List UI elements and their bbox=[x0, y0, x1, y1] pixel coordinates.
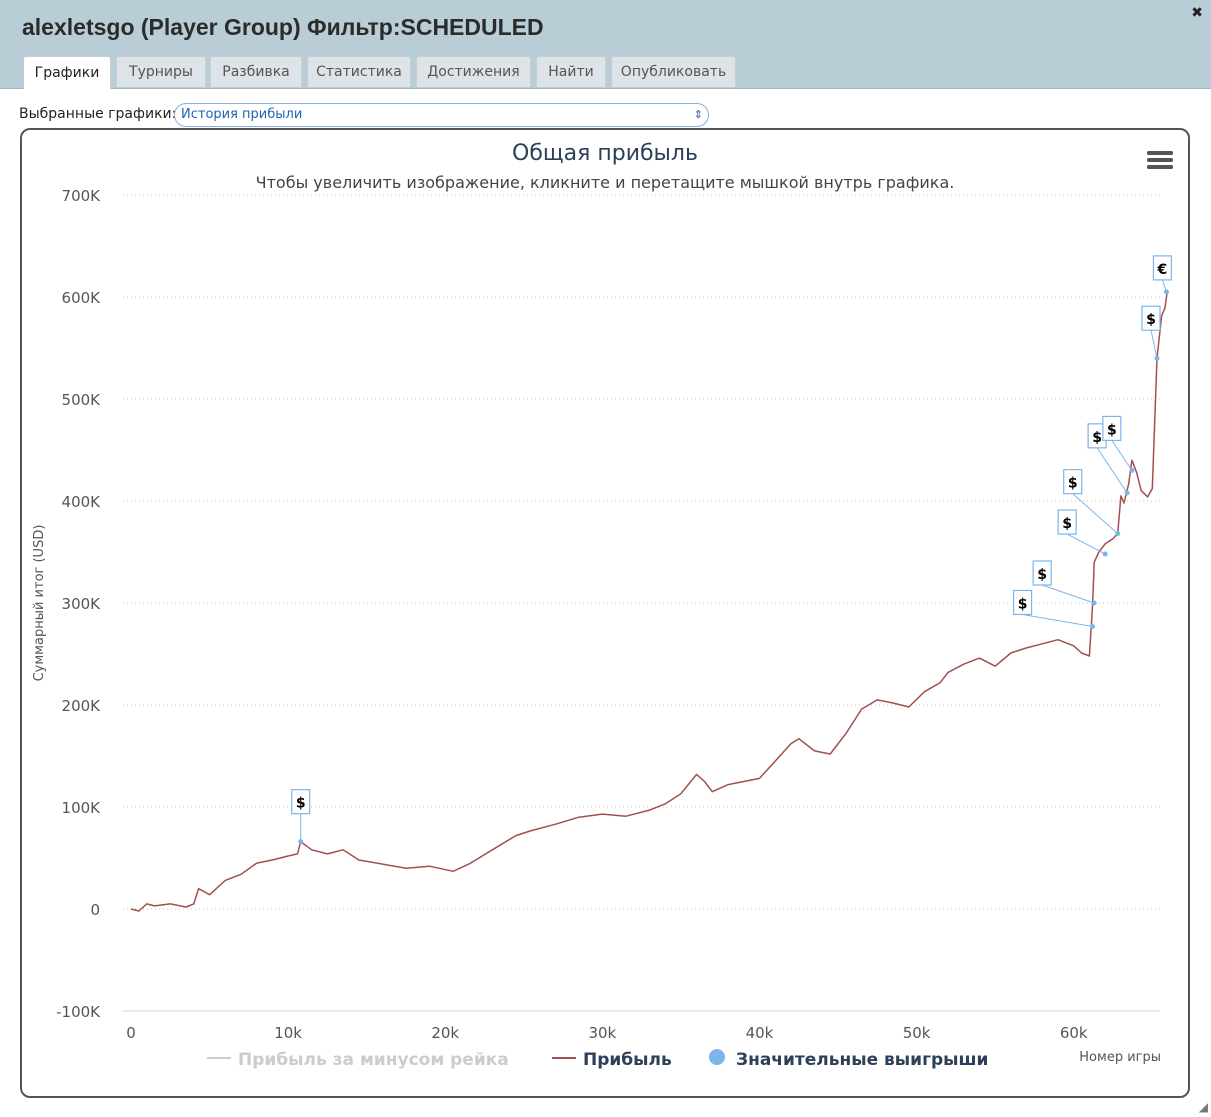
x-axis-title: Номер игры bbox=[1079, 1050, 1161, 1065]
legend-bigwins-swatch bbox=[709, 1049, 725, 1065]
win-marker-flag bbox=[1032, 560, 1052, 586]
win-marker-label: € bbox=[1157, 262, 1168, 278]
win-marker-connector bbox=[1022, 613, 1093, 627]
win-marker-label: $ bbox=[1068, 476, 1078, 492]
x-tick-label: 0 bbox=[126, 1024, 136, 1042]
win-marker-point bbox=[1115, 531, 1121, 537]
win-marker-point bbox=[1124, 490, 1130, 496]
tab-find[interactable]: Найти bbox=[536, 56, 606, 87]
x-tick-label: 30k bbox=[588, 1024, 616, 1042]
y-tick-label: 400K bbox=[62, 493, 102, 511]
win-marker-point bbox=[1129, 467, 1135, 473]
win-marker-label: $ bbox=[1062, 516, 1072, 532]
title-bar: alexletsgo (Player Group) Фильтр:SCHEDUL… bbox=[0, 0, 1211, 89]
tab-breakdown[interactable]: Разбивка bbox=[210, 56, 302, 87]
chart-select[interactable]: История прибыли ⇕ bbox=[174, 103, 709, 127]
x-tick-label: 40k bbox=[746, 1024, 774, 1042]
tab-achievements[interactable]: Достижения bbox=[416, 56, 531, 87]
win-marker-point bbox=[1091, 600, 1097, 606]
y-tick-label: 300K bbox=[62, 595, 102, 613]
y-tick-label: 600K bbox=[62, 289, 102, 307]
resize-handle-icon[interactable]: ◢ bbox=[1198, 1100, 1208, 1114]
y-tick-label: 200K bbox=[62, 697, 102, 715]
win-marker-connector bbox=[1096, 447, 1128, 494]
y-axis-title: Суммарный итог (USD) bbox=[32, 525, 47, 682]
legend-profit-label: Прибыль bbox=[583, 1050, 672, 1070]
win-marker-label: $ bbox=[296, 796, 306, 812]
profit-series-line bbox=[130, 291, 1168, 912]
tab-statistics[interactable]: Статистика bbox=[307, 56, 411, 87]
win-marker-point bbox=[1163, 289, 1169, 295]
y-tick-label: 700K bbox=[62, 187, 102, 205]
x-tick-label: 20k bbox=[431, 1024, 459, 1042]
legend-rakeless-label: Прибыль за минусом рейка bbox=[238, 1050, 509, 1070]
win-marker-label: $ bbox=[1018, 596, 1028, 612]
legend-bigwins-label: Значительные выигрыши bbox=[736, 1050, 988, 1070]
updown-chevron-icon: ⇕ bbox=[693, 108, 703, 121]
win-marker-label: $ bbox=[1037, 567, 1047, 583]
win-marker-flag bbox=[1057, 509, 1077, 535]
y-tick-label: 500K bbox=[62, 391, 102, 409]
win-marker-flag bbox=[1141, 305, 1161, 331]
tab-charts[interactable]: Графики bbox=[23, 56, 111, 89]
win-marker-point bbox=[1154, 355, 1160, 361]
y-tick-label: 0 bbox=[90, 901, 100, 919]
win-marker-flag bbox=[1012, 589, 1033, 616]
y-tick-label: -100K bbox=[56, 1003, 101, 1021]
tab-tournaments[interactable]: Турниры bbox=[116, 56, 206, 87]
x-tick-label: 60k bbox=[1060, 1024, 1088, 1042]
win-marker-flag bbox=[1102, 415, 1122, 441]
chart-title: Общая прибыль bbox=[512, 141, 698, 166]
x-tick-label: 10k bbox=[274, 1024, 302, 1042]
win-marker-connector bbox=[1111, 440, 1133, 471]
y-tick-label: 100K bbox=[62, 799, 102, 817]
win-marker-label: $ bbox=[1092, 430, 1102, 446]
win-marker-point bbox=[298, 839, 304, 845]
win-marker-point bbox=[1102, 551, 1108, 557]
win-marker-connector bbox=[1066, 533, 1106, 555]
win-marker-label: $ bbox=[1146, 312, 1156, 328]
win-marker-connector bbox=[1041, 584, 1095, 604]
chart-subtitle: Чтобы увеличить изображение, кликните и … bbox=[256, 173, 955, 192]
hamburger-menu-icon[interactable] bbox=[1147, 151, 1173, 169]
chart-container bbox=[20, 128, 1190, 1098]
win-marker-flag bbox=[1063, 469, 1083, 495]
win-marker-flag bbox=[291, 789, 311, 815]
chart-select-value: История прибыли bbox=[181, 107, 303, 122]
win-marker-point bbox=[1090, 623, 1096, 629]
win-marker-label: $ bbox=[1107, 422, 1117, 438]
close-icon[interactable]: ✖ bbox=[1191, 5, 1203, 21]
window-title: alexletsgo (Player Group) Фильтр:SCHEDUL… bbox=[22, 14, 544, 40]
win-marker-flag bbox=[1152, 255, 1173, 281]
x-tick-label: 50k bbox=[903, 1024, 931, 1042]
selected-charts-label: Выбранные графики: bbox=[19, 106, 177, 122]
tab-publish[interactable]: Опубликовать bbox=[611, 56, 736, 87]
win-marker-connector bbox=[1150, 330, 1158, 359]
win-marker-connector bbox=[1072, 493, 1119, 535]
